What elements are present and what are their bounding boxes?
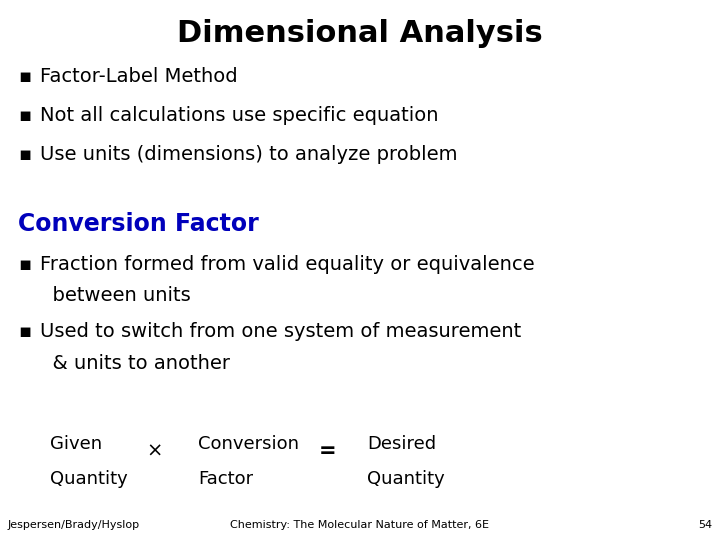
Text: Use units (dimensions) to analyze problem: Use units (dimensions) to analyze proble… — [40, 145, 457, 164]
Text: Not all calculations use specific equation: Not all calculations use specific equati… — [40, 106, 438, 125]
Text: Conversion Factor: Conversion Factor — [18, 212, 258, 235]
Text: ▪: ▪ — [18, 145, 31, 164]
Text: between units: between units — [40, 286, 190, 305]
Text: Conversion: Conversion — [198, 435, 299, 453]
Text: Factor-Label Method: Factor-Label Method — [40, 68, 237, 86]
Text: Quantity: Quantity — [367, 470, 445, 488]
Text: & units to another: & units to another — [40, 354, 230, 373]
Text: ×: × — [147, 441, 163, 460]
Text: Factor: Factor — [198, 470, 253, 488]
Text: 54: 54 — [698, 520, 713, 530]
Text: Jespersen/Brady/Hyslop: Jespersen/Brady/Hyslop — [7, 520, 140, 530]
Text: ▪: ▪ — [18, 255, 31, 274]
Text: =: = — [319, 441, 336, 461]
Text: ▪: ▪ — [18, 106, 31, 125]
Text: Used to switch from one system of measurement: Used to switch from one system of measur… — [40, 322, 521, 341]
Text: Given: Given — [50, 435, 102, 453]
Text: Dimensional Analysis: Dimensional Analysis — [177, 19, 543, 48]
Text: Chemistry: The Molecular Nature of Matter, 6E: Chemistry: The Molecular Nature of Matte… — [230, 520, 490, 530]
Text: Quantity: Quantity — [50, 470, 128, 488]
Text: Fraction formed from valid equality or equivalence: Fraction formed from valid equality or e… — [40, 255, 534, 274]
Text: ▪: ▪ — [18, 322, 31, 341]
Text: ▪: ▪ — [18, 68, 31, 86]
Text: Desired: Desired — [367, 435, 436, 453]
